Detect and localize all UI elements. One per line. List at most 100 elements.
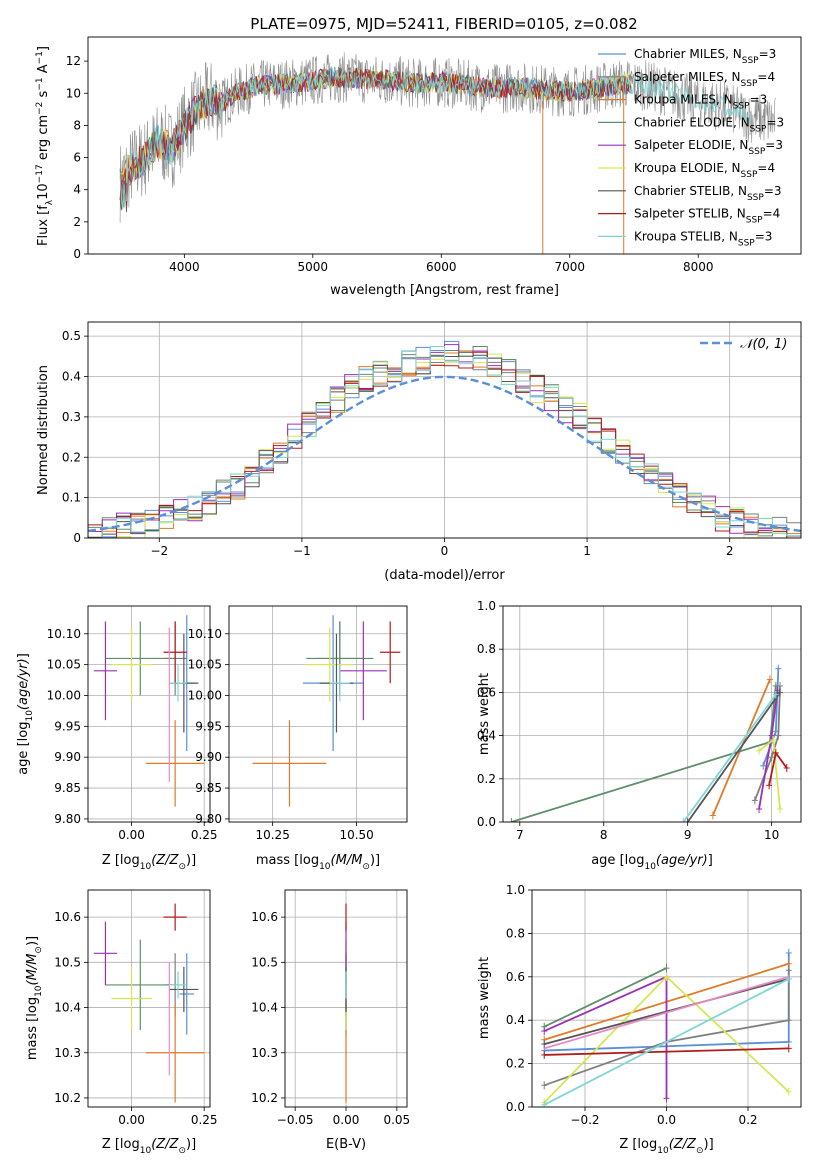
- weight-line: [543, 978, 790, 1045]
- y-axis-label: Normed distribution: [36, 365, 51, 495]
- label-part: (Z/Z: [151, 853, 179, 868]
- label-part: erg cm: [36, 115, 51, 164]
- y-tick-label: 0.2: [62, 450, 81, 464]
- label-part: 10: [140, 1146, 152, 1156]
- y-tick-label: 10.4: [251, 1001, 278, 1015]
- y-tick-label: 10.5: [251, 955, 278, 969]
- y-tick-label: 0.0: [477, 815, 496, 829]
- weight-line: [682, 694, 777, 822]
- y-tick-label: 10.6: [54, 910, 81, 924]
- y-tick-label: 9.95: [195, 719, 222, 733]
- y-tick-label: 0: [73, 531, 81, 545]
- label-part: =4: [763, 207, 781, 221]
- weight-line: [686, 691, 781, 822]
- legend-label: Kroupa MILES, NSSP=3: [634, 93, 767, 112]
- x-tick-label: 4000: [169, 260, 200, 274]
- y-axis-label: mass [log10(M/M⊙)]: [25, 936, 44, 1060]
- label-part: Chabrier ELODIE, N: [634, 115, 750, 129]
- label-part: =3: [759, 47, 777, 61]
- y-tick-label: 10.3: [54, 1046, 81, 1060]
- y-axis-label: mass weight: [477, 957, 492, 1039]
- weight_vs_age-plot-area: [508, 664, 790, 822]
- y-tick-label: 0.2: [477, 772, 496, 786]
- label-part: SSP: [742, 56, 759, 66]
- age_vs_mass-plot-area: [252, 615, 401, 807]
- label-part: Normed distribution: [36, 365, 51, 495]
- y-tick-label: 10.00: [188, 688, 222, 702]
- axes-frame: [87, 605, 211, 823]
- label-part: =3: [766, 115, 784, 129]
- label-part: ⊙: [362, 862, 370, 872]
- y-tick-label: 9.90: [54, 750, 81, 764]
- x-tick-label: 8: [600, 828, 608, 842]
- figure-title: PLATE=0975, MJD=52411, FIBERID=0105, z=0…: [250, 15, 637, 33]
- y-tick-label: 10: [66, 86, 81, 100]
- y-tick-label: 10.10: [47, 627, 81, 641]
- y-tick-label: 0.5: [62, 329, 81, 343]
- x-axis-label: mass [log10(M/M⊙)]: [256, 853, 380, 872]
- axes-frame: [502, 605, 802, 823]
- x-tick-label: −1: [293, 544, 311, 558]
- axes-frame: [87, 321, 802, 539]
- label-part: 10: [319, 862, 331, 872]
- y-axis-label: mass weight: [477, 673, 492, 755]
- y-tick-label: 0.4: [506, 1013, 525, 1027]
- label-part: Chabrier MILES, N: [634, 47, 742, 61]
- label-part: (M/M: [331, 853, 363, 868]
- label-part: Z [log: [102, 1137, 140, 1152]
- x-axis-label: Z [log10(Z/Z⊙)]: [619, 1137, 713, 1156]
- x-tick-label: 0.00: [118, 1113, 145, 1127]
- spectrum-axes: 4000 5000 6000 7000 8000 0 2 4 6 8 10 12 Chabrier MI…: [35, 36, 802, 298]
- legend-label: 𝒩(0, 1): [740, 337, 787, 352]
- label-part: )]: [704, 1137, 714, 1152]
- y-tick-label: 10.05: [188, 658, 222, 672]
- x-tick-label: 7000: [554, 260, 585, 274]
- label-part: )]: [370, 853, 380, 868]
- label-part: 10: [657, 1146, 669, 1156]
- y-tick-label: 9.85: [195, 781, 222, 795]
- label-part: (age/yr): [16, 658, 31, 710]
- axes-frame: [87, 36, 802, 255]
- label-part: Chabrier STELIB, N: [634, 184, 747, 198]
- x-tick-label: 1: [583, 544, 591, 558]
- label-part: mass weight: [477, 673, 492, 755]
- weight-line: [543, 970, 790, 1087]
- x-tick-label: 5000: [298, 260, 329, 274]
- label-part: =3: [750, 93, 768, 107]
- label-part: Kroupa ELODIE, N: [634, 161, 741, 175]
- spectrum-line: [119, 52, 776, 223]
- label-part: (Z/Z: [669, 1137, 697, 1152]
- weight-line: [543, 975, 790, 1050]
- label-part: Salpeter MILES, N: [634, 70, 741, 84]
- label-part: SSP: [747, 193, 764, 203]
- label-part: Salpeter ELODIE, N: [634, 138, 748, 152]
- label-part: Z [log: [102, 853, 140, 868]
- y-tick-label: 0.6: [477, 685, 496, 699]
- x-tick-label: 7: [516, 828, 524, 842]
- label-part: ⊙: [34, 946, 44, 954]
- spectrum-plot-area: [119, 52, 776, 254]
- y-tick-label: 1.0: [477, 599, 496, 613]
- label-part: wavelength [Angstrom, rest frame]: [330, 283, 559, 298]
- label-part: =4: [757, 70, 775, 84]
- label-part: −1: [35, 51, 45, 64]
- legend-label: Salpeter ELODIE, NSSP=3: [634, 138, 783, 157]
- y-axis-label: Flux [fλ10−17 erg cm−2 s−1 A−1]: [35, 46, 55, 246]
- y-tick-label: 10.6: [251, 910, 278, 924]
- axes-frame: [87, 889, 211, 1108]
- normal-curve: [88, 375, 801, 533]
- y-tick-label: 10.00: [47, 688, 81, 702]
- y-tick-label: 9.80: [195, 812, 222, 826]
- label-part: Z [log: [619, 1137, 657, 1152]
- label-part: E(B-V): [326, 1137, 366, 1152]
- x-axis-label: Z [log10(Z/Z⊙)]: [102, 853, 196, 872]
- y-tick-label: 9.80: [54, 812, 81, 826]
- label-part: 10: [36, 183, 51, 200]
- axes-frame: [228, 605, 408, 823]
- legend-label: Salpeter STELIB, NSSP=4: [634, 207, 780, 226]
- label-part: 10: [644, 862, 656, 872]
- label-part: age [log: [591, 853, 644, 868]
- x-tick-label: 9: [684, 828, 692, 842]
